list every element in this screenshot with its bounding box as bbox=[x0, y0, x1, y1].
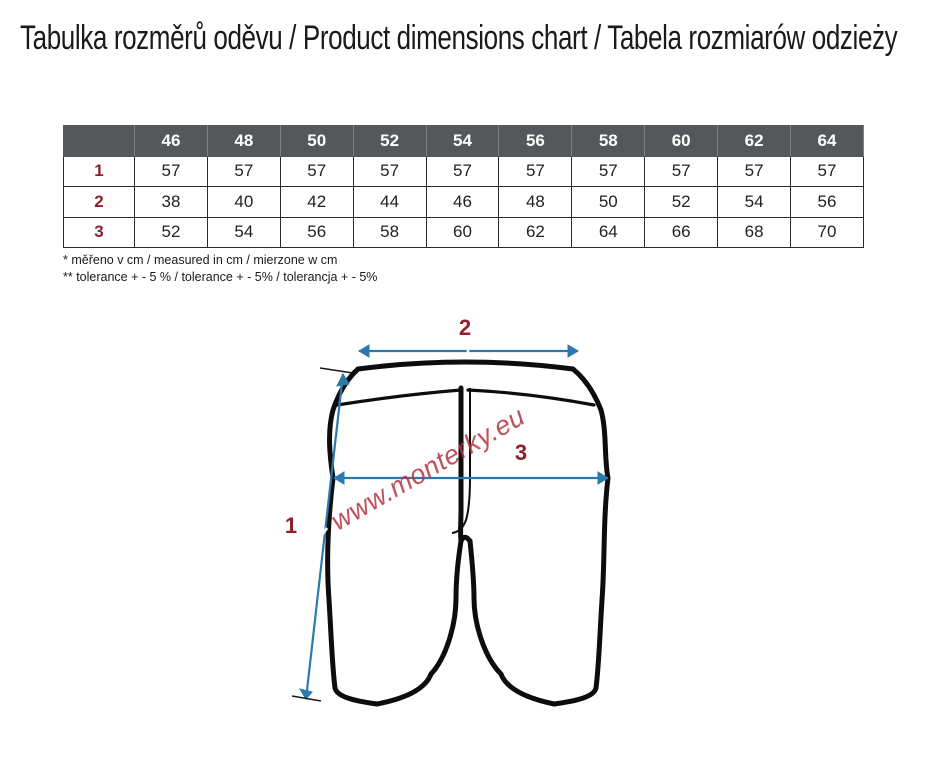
svg-text:2: 2 bbox=[459, 315, 471, 340]
svg-text:1: 1 bbox=[285, 513, 297, 538]
svg-text:www.monterky.eu: www.monterky.eu bbox=[326, 401, 530, 536]
svg-text:3: 3 bbox=[515, 440, 527, 465]
